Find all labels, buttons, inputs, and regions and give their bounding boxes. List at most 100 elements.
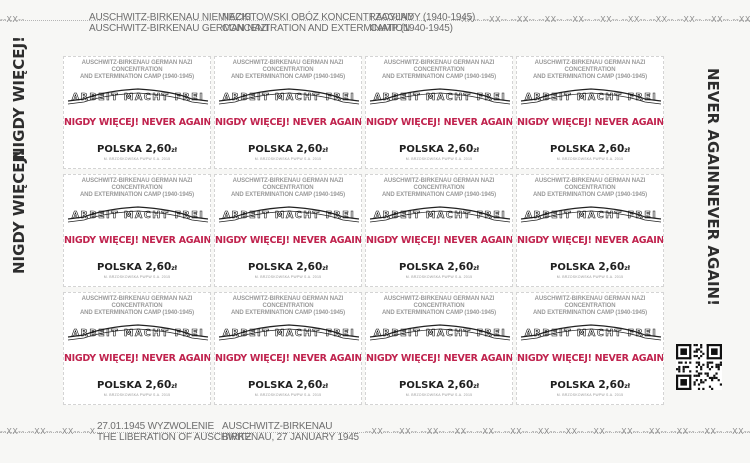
- gate-sign-text: ARBEIT MACHT FREI: [374, 92, 507, 103]
- stamp-header-line1: AUSCHWITZ-BIRKENAU GERMAN NAZI CONCENTRA…: [383, 178, 495, 191]
- stamp-denomination: 2,60: [145, 261, 172, 273]
- stamp-denomination: 2,60: [598, 143, 625, 155]
- stamp-country: POLSKA: [549, 144, 595, 155]
- side-slogan-left-lower: NIGDY WIĘCEJ!: [10, 150, 28, 274]
- stamp-value: POLSKA 2,60zł: [64, 143, 210, 155]
- gate-sign-text: ARBEIT MACHT FREI: [223, 92, 356, 103]
- stamp-header-line2: AND EXTERMINATION CAMP (1940-1945): [79, 310, 195, 316]
- bottom-perforation-marks-left: --XX-- --XX-- --XX-- --XX-- --XX-- --XX-…: [0, 427, 95, 436]
- stamp-header-line2: AND EXTERMINATION CAMP (1940-1945): [381, 192, 497, 198]
- stamp-country: POLSKA: [549, 380, 595, 391]
- stamp-motto: NIGDY WIĘCEJ! NEVER AGAIN!: [64, 235, 211, 246]
- gate-sign-text: ARBEIT MACHT FREI: [72, 328, 205, 339]
- stamp-currency: zł: [322, 383, 329, 390]
- stamp-credit: M. BRZOSKOWSKA PWPW S.A. 2015: [103, 275, 171, 279]
- stamp-value: POLSKA 2,60zł: [517, 261, 663, 273]
- stamp-value: POLSKA 2,60zł: [64, 261, 210, 273]
- gate-sign-text: ARBEIT MACHT FREI: [72, 92, 205, 103]
- stamp-header-line2: AND EXTERMINATION CAMP (1940-1945): [381, 74, 497, 80]
- stamp-header-line2: AND EXTERMINATION CAMP (1940-1945): [532, 310, 648, 316]
- gate-sign-text: ARBEIT MACHT FREI: [223, 328, 356, 339]
- gate-sign-icon: ARBEIT MACHT FREI: [218, 206, 360, 223]
- gate-sign-text: ARBEIT MACHT FREI: [374, 328, 507, 339]
- stamp-header: AUSCHWITZ-BIRKENAU GERMAN NAZI CONCENTRA…: [521, 178, 659, 199]
- stamp-country: POLSKA: [247, 262, 293, 273]
- stamp-denomination: 2,60: [447, 143, 474, 155]
- stamp-currency: zł: [624, 147, 631, 154]
- stamp-header-line2: AND EXTERMINATION CAMP (1940-1945): [230, 310, 346, 316]
- stamp-header-line1: AUSCHWITZ-BIRKENAU GERMAN NAZI CONCENTRA…: [534, 296, 646, 309]
- stamp-credit: M. BRZOSKOWSKA PWPW S.A. 2015: [556, 157, 624, 161]
- stamp-currency: zł: [171, 265, 178, 272]
- stamp-credit: M. BRZOSKOWSKA PWPW S.A. 2015: [405, 275, 473, 279]
- stamp-country: POLSKA: [96, 144, 142, 155]
- stamp-header-line1: AUSCHWITZ-BIRKENAU GERMAN NAZI CONCENTRA…: [383, 296, 495, 309]
- stamp-credit: M. BRZOSKOWSKA PWPW S.A. 2015: [556, 393, 624, 397]
- stamp: AUSCHWITZ-BIRKENAU GERMAN NAZI CONCENTRA…: [63, 56, 211, 169]
- stamp-header: AUSCHWITZ-BIRKENAU GERMAN NAZI CONCENTRA…: [68, 296, 206, 317]
- stamp: AUSCHWITZ-BIRKENAU GERMAN NAZI CONCENTRA…: [516, 292, 664, 405]
- stamp-currency: zł: [322, 147, 329, 154]
- top-perforation-marks-right: --XX-- --XX-- --XX-- --XX-- --XX-- --XX-…: [455, 15, 750, 24]
- gate-sign-text: ARBEIT MACHT FREI: [525, 210, 658, 221]
- stamp-value: POLSKA 2,60zł: [366, 143, 512, 155]
- stamp-value: POLSKA 2,60zł: [517, 379, 663, 391]
- gate-sign-icon: ARBEIT MACHT FREI: [67, 324, 209, 341]
- stamp-motto: NIGDY WIĘCEJ! NEVER AGAIN!: [215, 117, 362, 128]
- qr-code[interactable]: [676, 344, 722, 390]
- side-slogan-right-lower: NEVER AGAIN!: [704, 184, 722, 306]
- gate-sign-icon: ARBEIT MACHT FREI: [218, 88, 360, 105]
- header-col1-line1: AUSCHWITZ-BIRKENAU NIEMIECKI: [89, 12, 252, 23]
- footer-col2: AUSCHWITZ-BIRKENAU BIRKENAU, 27 JANUARY …: [222, 421, 359, 443]
- stamp-header: AUSCHWITZ-BIRKENAU GERMAN NAZI CONCENTRA…: [219, 296, 357, 317]
- stamp-country: POLSKA: [549, 262, 595, 273]
- stamp-header-line1: AUSCHWITZ-BIRKENAU GERMAN NAZI CONCENTRA…: [81, 296, 193, 309]
- gate-sign-icon: ARBEIT MACHT FREI: [218, 324, 360, 341]
- stamp-motto: NIGDY WIĘCEJ! NEVER AGAIN!: [215, 353, 362, 364]
- stamp-currency: zł: [171, 147, 178, 154]
- stamp-motto: NIGDY WIĘCEJ! NEVER AGAIN!: [366, 117, 513, 128]
- stamp-credit: M. BRZOSKOWSKA PWPW S.A. 2015: [254, 393, 322, 397]
- stamp: AUSCHWITZ-BIRKENAU GERMAN NAZI CONCENTRA…: [214, 174, 362, 287]
- stamp-motto: NIGDY WIĘCEJ! NEVER AGAIN!: [517, 353, 664, 364]
- stamp-value: POLSKA 2,60zł: [366, 379, 512, 391]
- stamp-currency: zł: [171, 383, 178, 390]
- stamp-motto: NIGDY WIĘCEJ! NEVER AGAIN!: [517, 117, 664, 128]
- stamp-header: AUSCHWITZ-BIRKENAU GERMAN NAZI CONCENTRA…: [370, 296, 508, 317]
- stamp-header: AUSCHWITZ-BIRKENAU GERMAN NAZI CONCENTRA…: [68, 60, 206, 81]
- stamp-value: POLSKA 2,60zł: [517, 143, 663, 155]
- gate-sign-icon: ARBEIT MACHT FREI: [67, 206, 209, 223]
- gate-sign-icon: ARBEIT MACHT FREI: [520, 88, 662, 105]
- header-col1: AUSCHWITZ-BIRKENAU NIEMIECKI AUSCHWITZ-B…: [89, 12, 269, 34]
- header-col3: I ZAGŁADY (1940-1945) CAMP (1940-1945): [370, 12, 475, 34]
- gate-sign-text: ARBEIT MACHT FREI: [223, 210, 356, 221]
- stamp-motto: NIGDY WIĘCEJ! NEVER AGAIN!: [64, 353, 211, 364]
- stamp-header-line1: AUSCHWITZ-BIRKENAU GERMAN NAZI CONCENTRA…: [81, 178, 193, 191]
- stamp: AUSCHWITZ-BIRKENAU GERMAN NAZI CONCENTRA…: [516, 174, 664, 287]
- stamp-credit: M. BRZOSKOWSKA PWPW S.A. 2015: [254, 275, 322, 279]
- gate-sign-text: ARBEIT MACHT FREI: [525, 92, 658, 103]
- stamp: AUSCHWITZ-BIRKENAU GERMAN NAZI CONCENTRA…: [365, 292, 513, 405]
- stamp-denomination: 2,60: [598, 261, 625, 273]
- top-separator: [0, 20, 750, 21]
- header-col2-line1: NAZISTOWSKI OBÓZ KONCENTRACYJNY: [222, 12, 414, 23]
- stamp: AUSCHWITZ-BIRKENAU GERMAN NAZI CONCENTRA…: [63, 174, 211, 287]
- gate-sign-icon: ARBEIT MACHT FREI: [520, 324, 662, 341]
- stamp-header-line1: AUSCHWITZ-BIRKENAU GERMAN NAZI CONCENTRA…: [232, 60, 344, 73]
- footer-col2-line2: BIRKENAU, 27 JANUARY 1945: [222, 432, 359, 443]
- stamp-value: POLSKA 2,60zł: [366, 261, 512, 273]
- gate-sign-icon: ARBEIT MACHT FREI: [67, 88, 209, 105]
- stamp-header-line2: AND EXTERMINATION CAMP (1940-1945): [532, 74, 648, 80]
- stamp-denomination: 2,60: [447, 379, 474, 391]
- stamp-currency: zł: [624, 383, 631, 390]
- stamp-grid: AUSCHWITZ-BIRKENAU GERMAN NAZI CONCENTRA…: [63, 56, 667, 405]
- stamp-denomination: 2,60: [296, 379, 323, 391]
- stamp-header-line2: AND EXTERMINATION CAMP (1940-1945): [230, 74, 346, 80]
- stamp-currency: zł: [322, 265, 329, 272]
- header-col2: NAZISTOWSKI OBÓZ KONCENTRACYJNY CONCENTR…: [222, 12, 414, 34]
- qr-code-icon: [676, 344, 722, 390]
- header-col3-line1: I ZAGŁADY (1940-1945): [370, 12, 476, 23]
- stamp-header: AUSCHWITZ-BIRKENAU GERMAN NAZI CONCENTRA…: [370, 178, 508, 199]
- stamp-header-line1: AUSCHWITZ-BIRKENAU GERMAN NAZI CONCENTRA…: [534, 60, 646, 73]
- stamp-credit: M. BRZOSKOWSKA PWPW S.A. 2015: [254, 157, 322, 161]
